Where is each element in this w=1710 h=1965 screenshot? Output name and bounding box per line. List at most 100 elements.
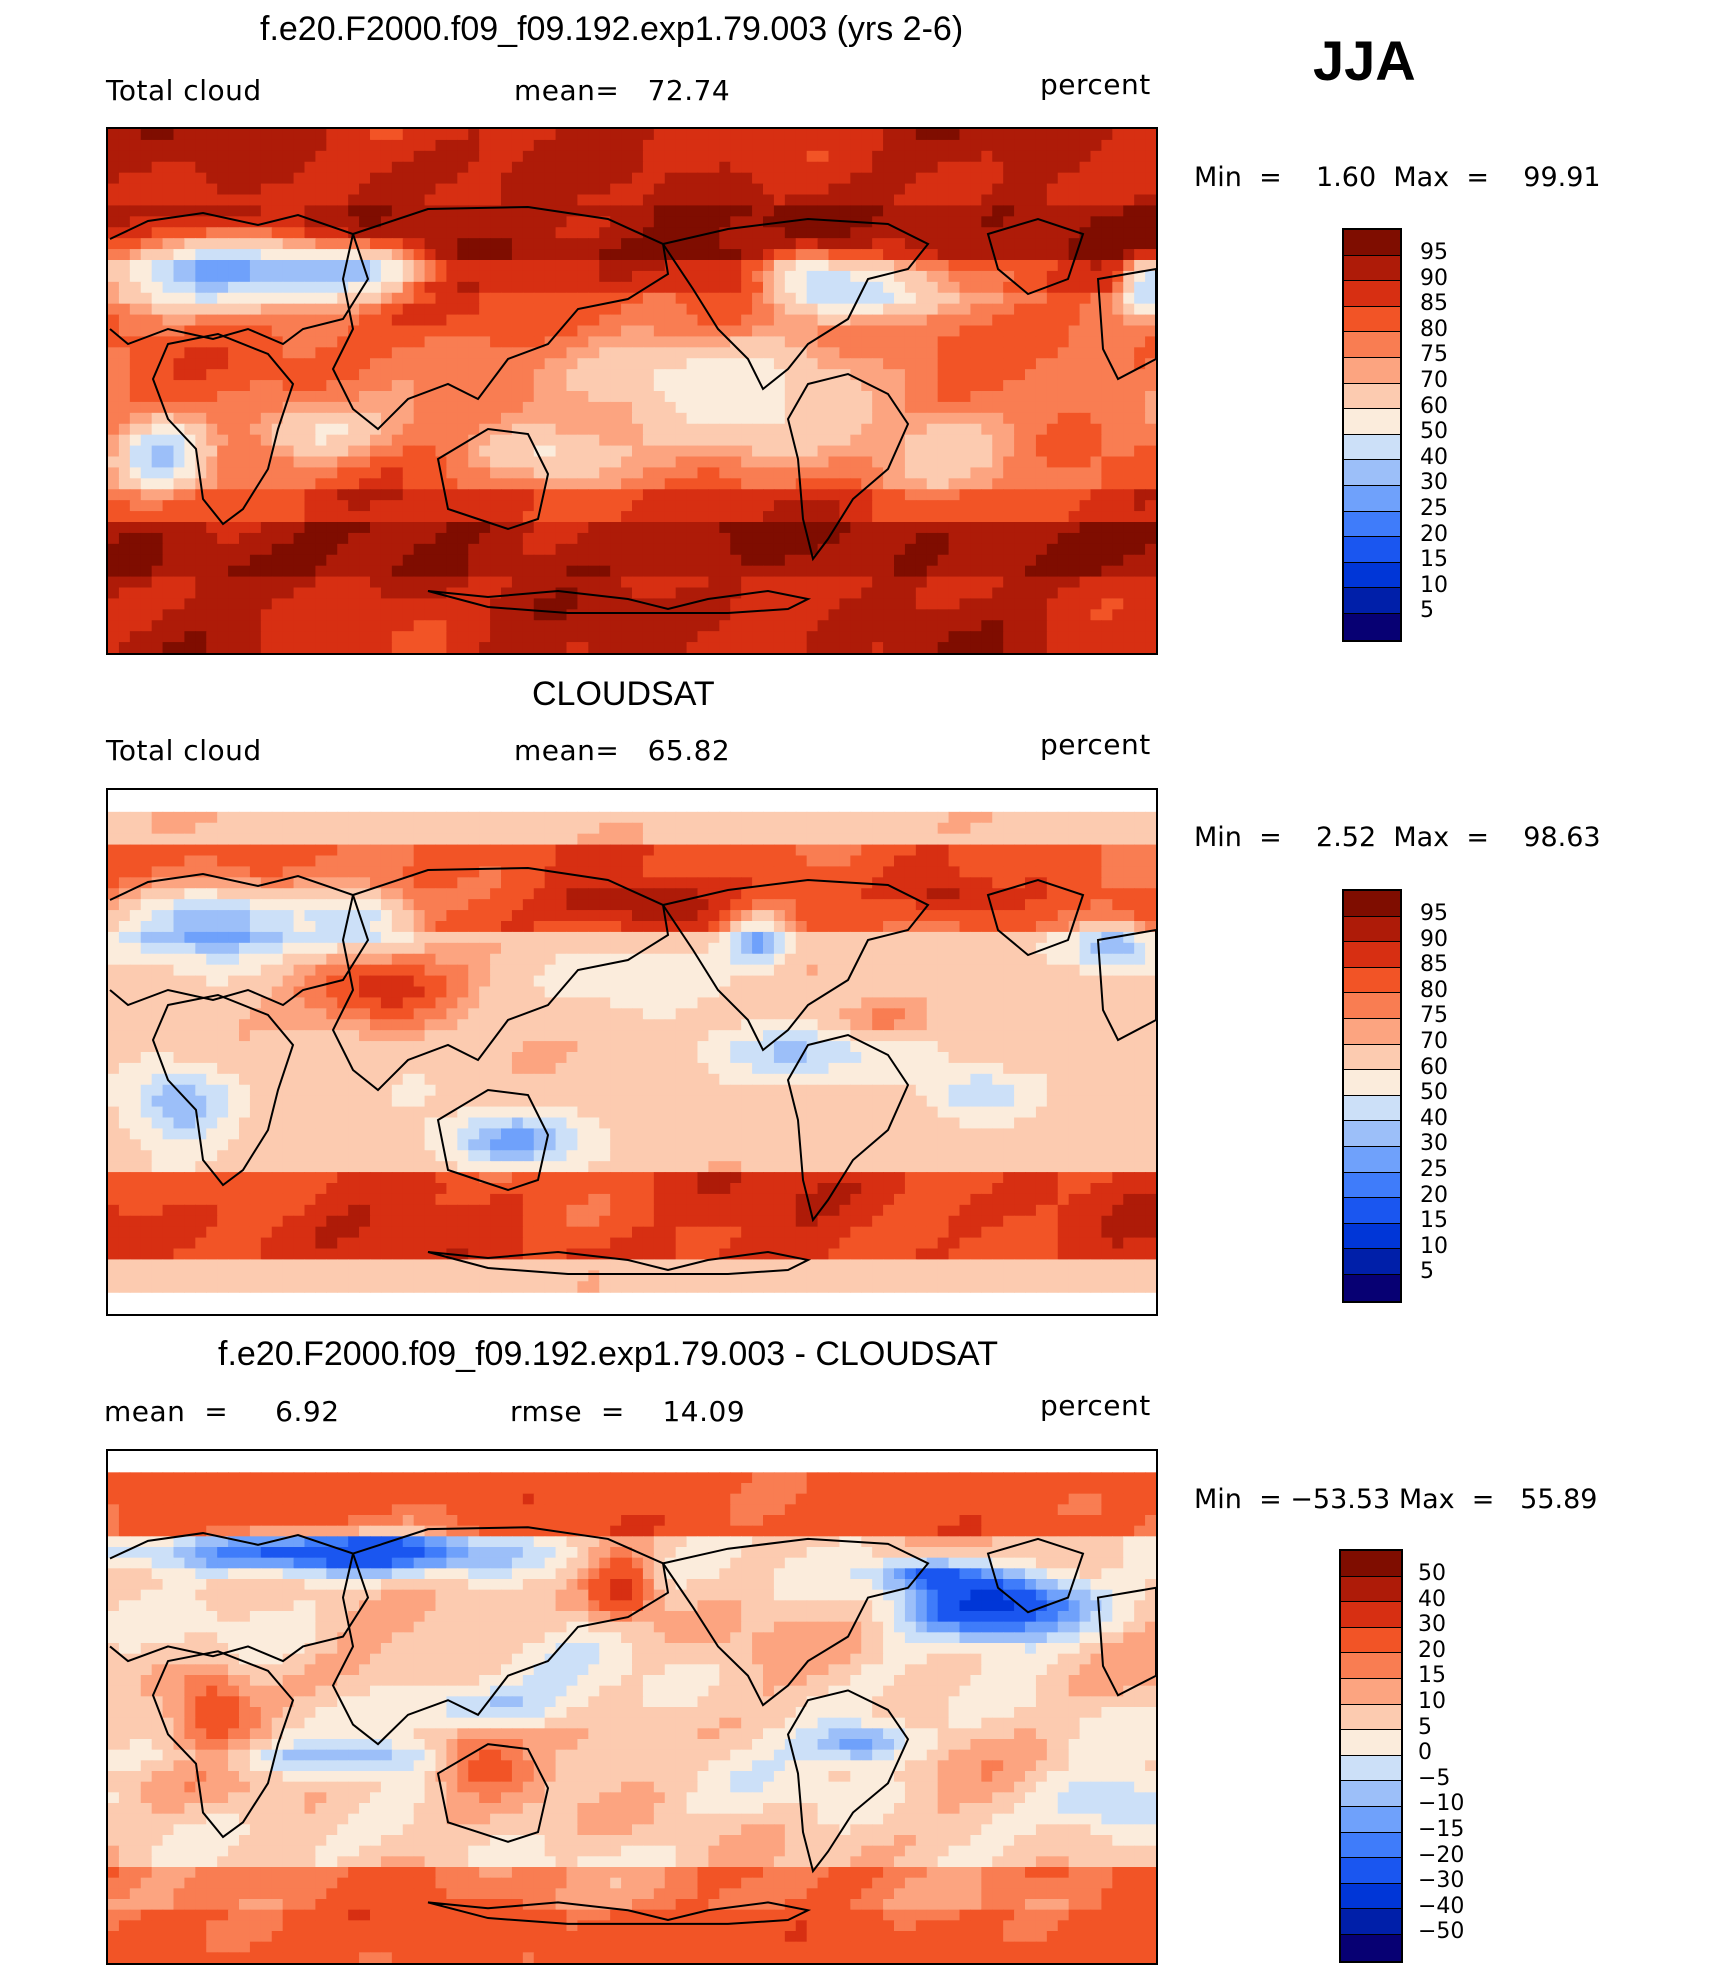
colorbar-tick-label: 10 xyxy=(1420,1236,1448,1258)
panel-obs-title: CLOUDSAT xyxy=(532,675,715,714)
colorbar-tick-label: 75 xyxy=(1420,344,1448,366)
colorbar-swatch xyxy=(1344,230,1400,256)
colorbar-tick-label: 10 xyxy=(1420,575,1448,597)
colorbar-swatch xyxy=(1344,384,1400,410)
colorbar-swatch xyxy=(1344,1045,1400,1071)
panel-obs-min-value: 2.52 xyxy=(1316,822,1376,853)
colorbar-tick-label: −5 xyxy=(1418,1768,1450,1790)
panel-obs-map xyxy=(106,788,1158,1316)
colorbar-tick-label: 40 xyxy=(1418,1589,1446,1611)
colorbar-tick-label: 40 xyxy=(1420,447,1448,469)
colorbar-swatch xyxy=(1344,1275,1400,1301)
season-label: JJA xyxy=(1313,28,1416,93)
panel-obs-variable-label: Total cloud xyxy=(106,734,262,767)
colorbar-swatch xyxy=(1341,1935,1401,1961)
colorbar-swatch xyxy=(1344,435,1400,461)
colorbar-swatch xyxy=(1344,256,1400,282)
panel-model-units-label: percent xyxy=(1040,68,1151,101)
colorbar-swatch xyxy=(1341,1909,1401,1935)
colorbar-swatch xyxy=(1341,1577,1401,1603)
colorbar-swatch xyxy=(1344,1147,1400,1173)
panel-model-min-value: 1.60 xyxy=(1316,162,1376,193)
colorbar-swatch xyxy=(1344,1070,1400,1096)
panel-model-title: f.e20.F2000.f09_f09.192.exp1.79.003 (yrs… xyxy=(260,10,963,49)
colorbar-swatch xyxy=(1344,588,1400,614)
colorbar-swatch xyxy=(1341,1602,1401,1628)
colorbar-swatch xyxy=(1344,332,1400,358)
colorbar-swatch xyxy=(1344,512,1400,538)
colorbar-swatch xyxy=(1344,942,1400,968)
panel-model-max-label: Max = xyxy=(1393,162,1489,193)
colorbar-tick-label: 90 xyxy=(1420,929,1448,951)
colorbar-tick-label: 70 xyxy=(1420,370,1448,392)
panel-diff-minmax: Min = −53.53 Max = 55.89 xyxy=(1194,1484,1597,1515)
panel-obs-units-label: percent xyxy=(1040,728,1151,761)
colorbar-tick-label: 15 xyxy=(1420,1210,1448,1232)
panel-diff-min-value: −53.53 xyxy=(1290,1484,1390,1515)
colorbar-swatch xyxy=(1344,358,1400,384)
panel-model-variable-label: Total cloud xyxy=(106,74,262,107)
panel-model-minmax: Min = 1.60 Max = 99.91 xyxy=(1194,162,1601,193)
colorbar-tick-label: 20 xyxy=(1420,1185,1448,1207)
panel-obs-max-value: 98.63 xyxy=(1523,822,1600,853)
colorbar-tick-label: 95 xyxy=(1420,903,1448,925)
colorbar-swatch xyxy=(1341,1551,1401,1577)
colorbar-tick-label: 30 xyxy=(1420,472,1448,494)
colorbar-swatch xyxy=(1341,1781,1401,1807)
colorbar-swatch xyxy=(1344,1019,1400,1045)
colorbar-tick-label: 80 xyxy=(1420,980,1448,1002)
colorbar-swatch xyxy=(1344,537,1400,563)
panel-model-mean-label: mean= 72.74 xyxy=(514,74,730,107)
panel-obs-max-label: Max = xyxy=(1393,822,1489,853)
colorbar-tick-label: −20 xyxy=(1418,1845,1464,1867)
colorbar-swatch xyxy=(1344,1249,1400,1275)
colorbar-tick-label: −40 xyxy=(1418,1896,1464,1918)
colorbar-tick-label: −50 xyxy=(1418,1921,1464,1943)
colorbar-tick-label: 5 xyxy=(1420,1261,1434,1283)
colorbar-swatch xyxy=(1344,891,1400,917)
panel-obs-mean-label: mean= 65.82 xyxy=(514,734,730,767)
colorbar-swatch xyxy=(1341,1653,1401,1679)
colorbar-tick-label: 90 xyxy=(1420,268,1448,290)
colorbar-swatch xyxy=(1344,1198,1400,1224)
colorbar-tick-label: −10 xyxy=(1418,1793,1464,1815)
panel-diff-field xyxy=(108,1451,1156,1963)
panel-diff-map xyxy=(106,1449,1158,1965)
colorbar-tick-label: 50 xyxy=(1420,1082,1448,1104)
colorbar-tick-label: −15 xyxy=(1418,1819,1464,1841)
colorbar-tick-label: 30 xyxy=(1420,1133,1448,1155)
colorbar-swatch xyxy=(1344,1096,1400,1122)
colorbar-tick-label: 25 xyxy=(1420,498,1448,520)
colorbar-tick-label: 5 xyxy=(1418,1717,1432,1739)
panel-obs-minmax: Min = 2.52 Max = 98.63 xyxy=(1194,822,1601,853)
colorbar-tick-label: 10 xyxy=(1418,1691,1446,1713)
colorbar-swatch xyxy=(1344,968,1400,994)
colorbar-tick-label: 0 xyxy=(1418,1742,1432,1764)
panel-model-max-value: 99.91 xyxy=(1523,162,1600,193)
colorbar-tick-label: 30 xyxy=(1418,1614,1446,1636)
panel-diff-mean-label: mean = 6.92 xyxy=(104,1395,340,1428)
colorbar-swatch xyxy=(1341,1628,1401,1654)
panel-model-min-label: Min = xyxy=(1194,162,1282,193)
colorbar-swatch xyxy=(1344,1224,1400,1250)
panel-diff-units-label: percent xyxy=(1040,1389,1151,1422)
panel-diff-max-label: Max = xyxy=(1399,1484,1495,1515)
colorbar-tick-label: 80 xyxy=(1420,319,1448,341)
colorbar-swatch xyxy=(1344,563,1400,589)
colorbar-swatch xyxy=(1344,281,1400,307)
colorbar-tick-label: 95 xyxy=(1420,242,1448,264)
colorbar-swatch xyxy=(1344,486,1400,512)
colorbar-swatch xyxy=(1341,1705,1401,1731)
colorbar-swatch xyxy=(1341,1730,1401,1756)
panel-diff-title: f.e20.F2000.f09_f09.192.exp1.79.003 - CL… xyxy=(218,1335,998,1374)
panel-obs-min-label: Min = xyxy=(1194,822,1282,853)
colorbar-swatch xyxy=(1344,993,1400,1019)
colorbar-swatch xyxy=(1344,1121,1400,1147)
colorbar-tick-label: 70 xyxy=(1420,1031,1448,1053)
colorbar-tick-label: 15 xyxy=(1420,549,1448,571)
colorbar-tick-label: 75 xyxy=(1420,1005,1448,1027)
colorbar-swatch xyxy=(1344,307,1400,333)
colorbar-tick-label: 85 xyxy=(1420,954,1448,976)
panel-model-colorbar xyxy=(1342,228,1402,642)
panel-diff-rmse-label: rmse = 14.09 xyxy=(510,1395,745,1428)
